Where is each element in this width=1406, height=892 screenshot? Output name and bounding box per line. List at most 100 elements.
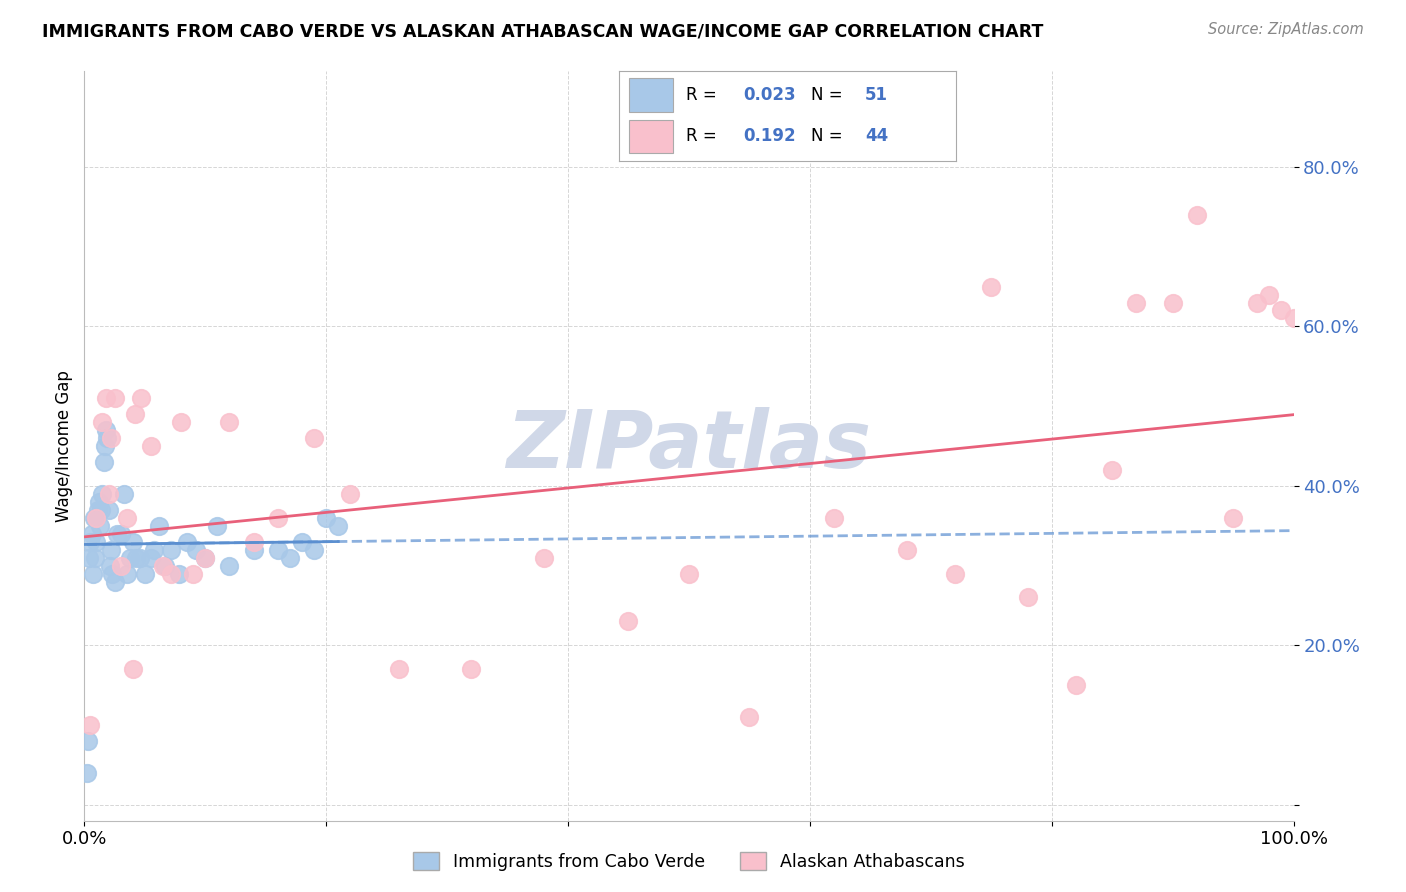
Text: 0.023: 0.023: [744, 86, 796, 103]
Point: [302, 542, 325, 557]
Point: [678, 566, 700, 581]
Point: [160, 566, 183, 581]
Point: [125, 550, 148, 565]
Point: [155, 558, 177, 573]
Point: [1125, 295, 1147, 310]
Text: N =: N =: [811, 86, 848, 103]
Point: [86, 510, 108, 524]
Point: [1282, 311, 1305, 326]
Point: [339, 487, 361, 501]
Point: [129, 550, 152, 565]
Point: [302, 431, 325, 445]
Point: [90, 502, 112, 516]
Point: [278, 550, 301, 565]
Text: R =: R =: [686, 128, 723, 145]
Point: [104, 391, 127, 405]
Point: [267, 542, 290, 557]
Point: [86, 510, 108, 524]
Point: [134, 566, 156, 581]
Point: [194, 550, 217, 565]
Point: [388, 662, 411, 676]
Point: [1222, 510, 1244, 524]
Point: [194, 550, 217, 565]
Point: [77, 550, 100, 565]
Text: 0.192: 0.192: [744, 128, 796, 145]
Text: N =: N =: [811, 128, 848, 145]
Point: [823, 510, 845, 524]
Point: [167, 566, 190, 581]
Point: [121, 534, 143, 549]
Point: [87, 495, 110, 509]
Text: 51: 51: [865, 86, 889, 103]
Point: [943, 566, 966, 581]
Point: [91, 415, 114, 429]
Point: [94, 423, 117, 437]
Point: [896, 542, 918, 557]
Point: [86, 502, 108, 516]
Point: [1270, 303, 1292, 318]
Point: [267, 510, 290, 524]
Point: [105, 526, 128, 541]
Point: [101, 566, 124, 581]
Legend: Immigrants from Cabo Verde, Alaskan Athabascans: Immigrants from Cabo Verde, Alaskan Atha…: [405, 843, 973, 880]
Point: [980, 279, 1002, 293]
Point: [91, 487, 114, 501]
Point: [83, 510, 105, 524]
Point: [184, 542, 207, 557]
Point: [110, 558, 132, 573]
Point: [328, 518, 350, 533]
Point: [104, 574, 127, 589]
Point: [121, 662, 143, 676]
Point: [84, 550, 107, 565]
Point: [143, 542, 166, 557]
Point: [97, 502, 120, 516]
Point: [76, 765, 98, 780]
Text: IMMIGRANTS FROM CABO VERDE VS ALASKAN ATHABASCAN WAGE/INCOME GAP CORRELATION CHA: IMMIGRANTS FROM CABO VERDE VS ALASKAN AT…: [42, 22, 1043, 40]
Point: [120, 550, 142, 565]
Point: [96, 431, 118, 445]
Point: [79, 718, 101, 732]
Point: [170, 415, 193, 429]
Bar: [628, 120, 672, 153]
Point: [139, 550, 162, 565]
Point: [129, 391, 152, 405]
Point: [291, 534, 314, 549]
Point: [218, 558, 240, 573]
Point: [1101, 463, 1123, 477]
Point: [94, 391, 117, 405]
Point: [82, 566, 104, 581]
Point: [148, 518, 170, 533]
Point: [207, 518, 229, 533]
Point: [86, 534, 108, 549]
Point: [242, 534, 264, 549]
Point: [1017, 591, 1039, 605]
Point: [617, 615, 640, 629]
Point: [315, 510, 337, 524]
Point: [112, 487, 135, 501]
Point: [100, 542, 122, 557]
Point: [100, 431, 122, 445]
Point: [97, 487, 120, 501]
Point: [181, 566, 204, 581]
Text: R =: R =: [686, 86, 723, 103]
Point: [1246, 295, 1268, 310]
Y-axis label: Wage/Income Gap: Wage/Income Gap: [55, 370, 73, 522]
Text: 44: 44: [865, 128, 889, 145]
Point: [1185, 208, 1208, 222]
Point: [110, 526, 132, 541]
Point: [94, 439, 117, 453]
Point: [89, 518, 111, 533]
Point: [93, 455, 115, 469]
Point: [124, 407, 146, 421]
Bar: [628, 78, 672, 112]
Point: [139, 439, 162, 453]
Point: [176, 534, 198, 549]
Point: [533, 550, 555, 565]
Point: [115, 510, 138, 524]
Point: [79, 534, 101, 549]
Point: [242, 542, 264, 557]
Point: [1064, 678, 1087, 692]
Point: [160, 542, 183, 557]
Point: [80, 526, 103, 541]
Point: [460, 662, 482, 676]
